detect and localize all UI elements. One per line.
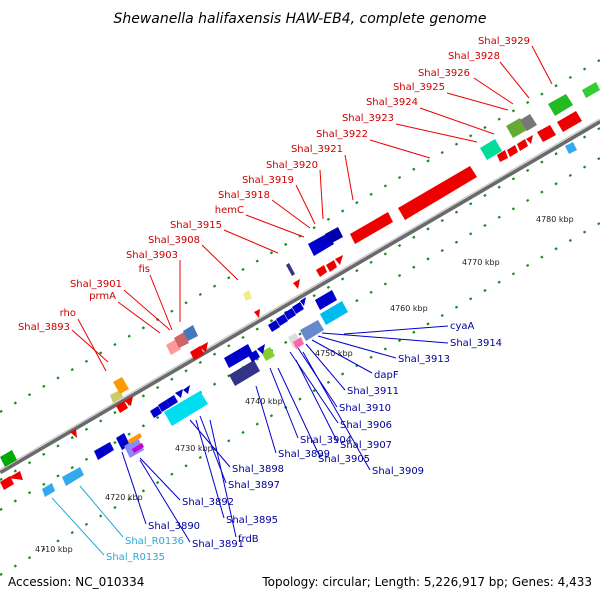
map-title: Shewanella halifaxensis HAW-EB4, complet… [113,11,486,27]
gene-label-shal-r0135: Shal_R0135 [106,552,165,563]
gene-label-shal-3910: Shal_3910 [339,403,391,414]
gene-label-shal-3907: Shal_3907 [340,440,392,451]
gene-label-shal-r0136: Shal_R0136 [125,536,184,547]
gene-label-prma: prmA [89,291,116,302]
gene-label-shal-3905: Shal_3905 [318,454,370,465]
forward-arrows [0,135,533,490]
kbp-label: 4750 kbp [315,349,353,358]
reverse-arrows [150,297,306,418]
kbp-labels: 4710 kbp 4720 kbp 4730 kbp 4740 kbp 4750… [35,215,574,554]
gene-label-fis: fis [138,264,150,275]
gene-label-shal-3892: Shal_3892 [182,497,234,508]
gene-label-shal-3924: Shal_3924 [366,97,418,108]
reverse-strand-features [42,142,577,497]
gene-label-shal-3899: Shal_3899 [278,449,330,460]
kbp-label: 4780 kbp [536,215,574,224]
gene-label-shal-3893: Shal_3893 [18,322,70,333]
lower-leaders [121,325,449,543]
kbp-label: 4720 kbp [105,493,143,502]
gene-label-hemc: hemC [215,205,244,216]
genome-backbone [0,118,600,475]
gene-label-shal-3914: Shal_3914 [450,338,502,349]
gene-label-shal-3925: Shal_3925 [393,82,445,93]
kbp-label: 4710 kbp [35,545,73,554]
gene-label-shal-3918: Shal_3918 [218,190,270,201]
gene-label-shal-3915: Shal_3915 [170,220,222,231]
gene-label-dapf: dapF [374,370,399,381]
kbp-label: 4770 kbp [462,258,500,267]
forward-strand-features [0,82,600,467]
lower-labels: cyaA Shal_3914 Shal_3913 dapF Shal_3911 … [106,321,502,563]
gene-label-shal-3911: Shal_3911 [347,386,399,397]
gene-label-shal-3921: Shal_3921 [291,144,343,155]
gene-label-shal-3909: Shal_3909 [372,466,424,477]
gene-label-shal-3922: Shal_3922 [316,129,368,140]
gene-label-shal-3920: Shal_3920 [266,160,318,171]
gene-label-shal-3913: Shal_3913 [398,354,450,365]
gene-label-shal-3897: Shal_3897 [228,480,280,491]
gene-label-shal-3895: Shal_3895 [226,515,278,526]
gene-label-shal-3906: Shal_3906 [340,420,392,431]
gene-label-shal-3904: Shal_3904 [300,435,352,446]
accession-text: Accession: NC_010334 [8,575,144,589]
gene-label-shal-3908: Shal_3908 [148,235,200,246]
kbp-label: 4740 kbp [245,397,283,406]
gene-label-cyaa: cyaA [450,321,475,332]
gene-label-shal-3928: Shal_3928 [448,51,500,62]
gene-label-shal-3926: Shal_3926 [418,68,470,79]
gene-label-shal-3929: Shal_3929 [478,36,530,47]
gene-label-shal-3903: Shal_3903 [126,250,178,261]
gene-label-shal-3919: Shal_3919 [242,175,294,186]
gene-label-shal-3891: Shal_3891 [192,539,244,550]
upper-leaders [71,45,553,372]
gene-label-shal-3901: Shal_3901 [70,279,122,290]
upper-labels: rho Shal_3893 prmA Shal_3901 fis Shal_39… [18,36,530,333]
gene-label-frdb: frdB [238,534,259,545]
gene-label-rho: rho [60,308,76,319]
gene-label-shal-3898: Shal_3898 [232,464,284,475]
lower-leaders-rna [51,485,124,556]
kbp-label: 4760 kbp [390,304,428,313]
gene-label-shal-3923: Shal_3923 [342,113,394,124]
kbp-label: 4730 kbp [175,444,213,453]
topology-text: Topology: circular; Length: 5,226,917 bp… [261,575,592,589]
gene-label-shal-3890: Shal_3890 [148,521,200,532]
